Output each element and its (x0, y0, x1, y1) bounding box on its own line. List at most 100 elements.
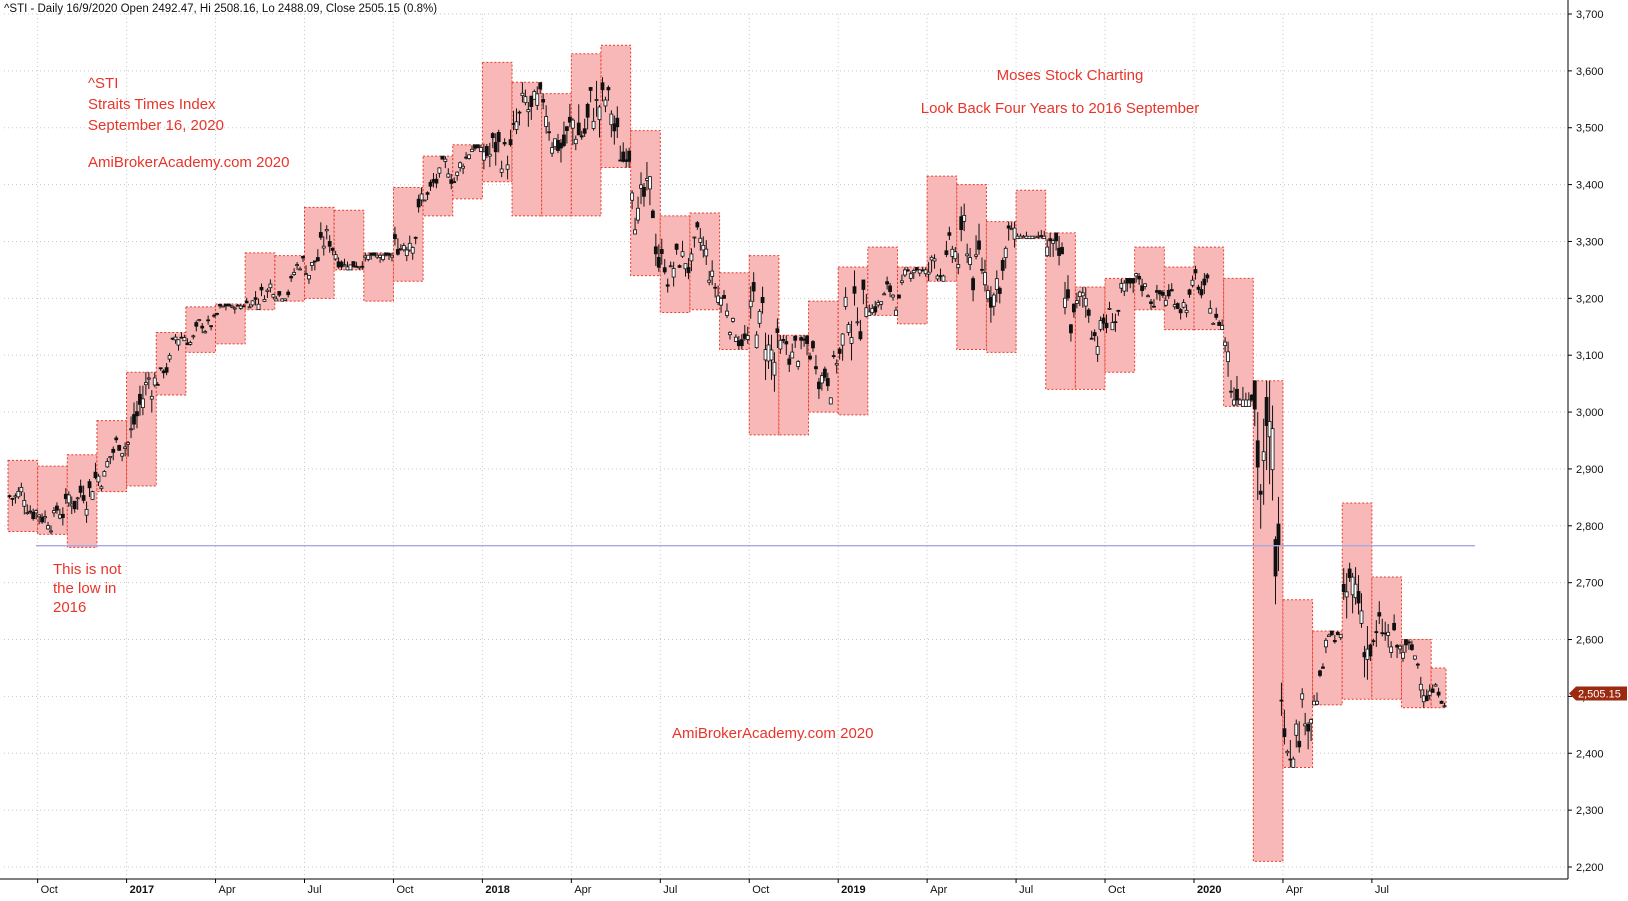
candle-body (532, 91, 537, 100)
candle-body (384, 252, 388, 256)
candle-body (1329, 630, 1334, 636)
candle-body (499, 168, 504, 173)
candle-body (1412, 655, 1417, 660)
candle-body (523, 96, 528, 103)
candle-body (1042, 235, 1047, 240)
candle-body (550, 147, 554, 154)
candle-body (75, 497, 80, 500)
candle-body (102, 471, 107, 477)
candle-body (1404, 639, 1408, 646)
y-tick-label: 3,500 (1576, 123, 1604, 135)
x-tick-label: Jul (663, 884, 677, 896)
candle-body (686, 267, 691, 274)
candle-body (16, 490, 21, 498)
candle-body (57, 514, 62, 519)
candle-body (1137, 275, 1142, 280)
candle-body (1015, 235, 1020, 240)
lookback-label: Look Back Four Years to 2016 September (921, 100, 1200, 117)
candle-body (639, 184, 643, 189)
candle-body (926, 271, 931, 275)
candle-body (944, 250, 949, 255)
candle-body (277, 291, 282, 296)
candle-body (725, 310, 729, 316)
candle-body (339, 261, 344, 268)
candle-body (253, 297, 258, 300)
candle-body (1392, 622, 1397, 631)
x-tick-label: Oct (41, 884, 58, 896)
candle-body (378, 254, 383, 258)
note-line-2: the low in (53, 580, 116, 597)
candle-body (105, 461, 110, 468)
candle-body (393, 234, 397, 240)
candle-body (1374, 631, 1379, 634)
y-tick-label: 2,200 (1576, 862, 1604, 874)
candle-body (366, 254, 371, 260)
candle-body (1241, 399, 1245, 407)
candle-body (224, 303, 228, 307)
candle-body (129, 428, 133, 431)
candle-body (775, 328, 780, 333)
candle-body (917, 269, 922, 274)
candle-body (579, 135, 584, 138)
index-name-label: Straits Times Index (88, 96, 216, 113)
candle-body (1353, 583, 1358, 599)
candle-body (653, 246, 658, 255)
candle-body (570, 119, 575, 129)
candle-body (796, 361, 801, 367)
candle-body (900, 280, 904, 283)
candle-body (983, 272, 987, 286)
candle-body (1335, 632, 1340, 636)
candle-body (422, 199, 427, 202)
candle-body (1389, 646, 1394, 653)
candle-body (535, 93, 540, 106)
brand-label: Moses Stock Charting (997, 67, 1144, 84)
candle-body (1303, 723, 1308, 727)
candle-body (69, 503, 74, 507)
candle-body (31, 511, 36, 520)
candle-body (867, 311, 872, 316)
candle-body (458, 162, 463, 168)
candle-body (132, 414, 136, 425)
candle-body (1066, 289, 1070, 299)
daily-candles (7, 77, 1447, 768)
candle-body (218, 303, 222, 307)
candle-body (1169, 289, 1174, 292)
candle-body (1312, 700, 1316, 706)
candle-body (200, 325, 205, 329)
candle-body (573, 138, 578, 145)
candle-body (784, 341, 789, 345)
candle-body (831, 355, 836, 357)
candle-body (1146, 295, 1150, 298)
candle-body (1347, 568, 1352, 578)
candle-body (464, 156, 468, 159)
candle-body (511, 123, 516, 125)
last-price-marker: 2,505.15 (1569, 686, 1627, 701)
candle-body (1086, 309, 1091, 316)
candle-body (63, 493, 68, 500)
candle-body (28, 510, 33, 513)
last-price-badge (1569, 686, 1627, 701)
candle-body (428, 181, 433, 187)
candle-body (164, 367, 169, 373)
candle-body (547, 131, 552, 134)
candle-body (390, 254, 394, 258)
candle-body (40, 516, 44, 523)
candle-body (470, 148, 474, 152)
candle-body (665, 284, 670, 287)
candle-body (232, 307, 237, 310)
candle-body (932, 258, 937, 262)
candle-body (120, 453, 125, 457)
candle-body (1039, 235, 1044, 237)
candle-body (1306, 724, 1311, 732)
candle-body (307, 275, 311, 280)
candle-body (1258, 490, 1263, 495)
candle-body (576, 122, 581, 136)
candle-body (763, 349, 768, 361)
candle-body (1033, 235, 1038, 239)
candle-body (1122, 282, 1127, 292)
candle-body (825, 378, 830, 387)
candle-body (1030, 235, 1035, 240)
candle-body (594, 98, 599, 101)
candle-body (473, 144, 477, 149)
candle-body (1134, 273, 1139, 277)
